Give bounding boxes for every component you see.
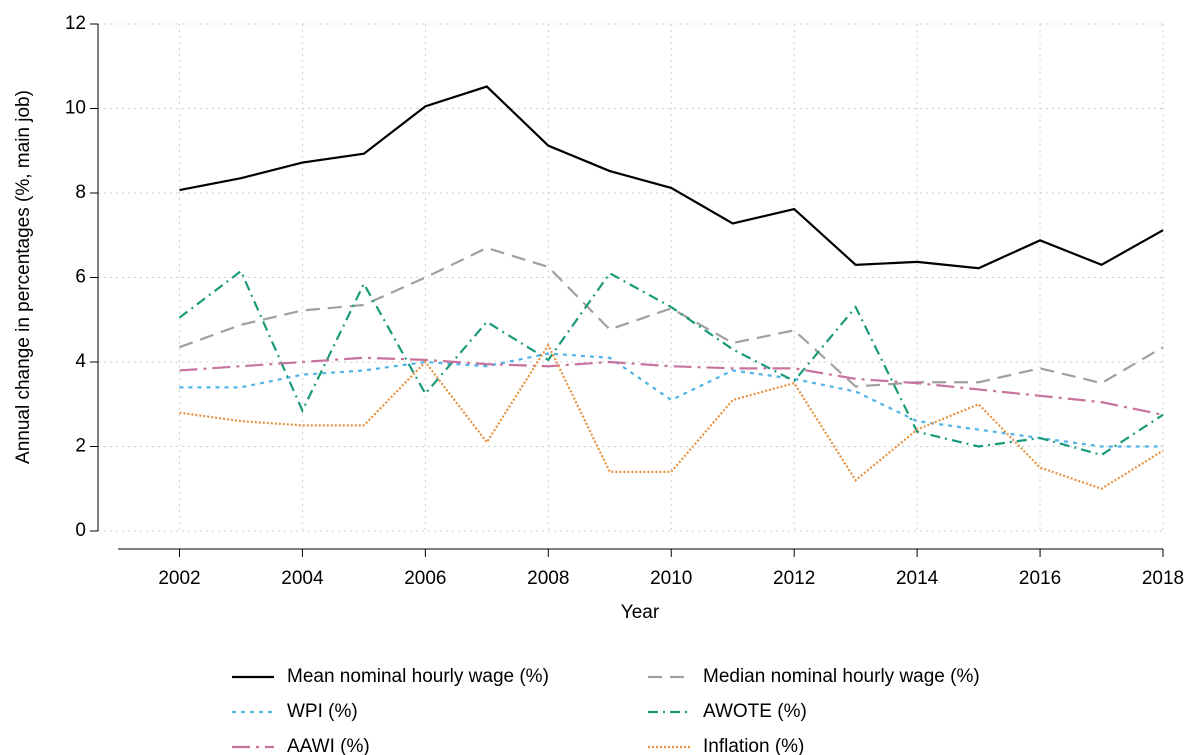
- y-axis-label: Annual change in percentages (%, main jo…: [13, 90, 34, 464]
- x-tick-label: 2002: [158, 568, 200, 589]
- x-tick-label: 2016: [1019, 568, 1061, 589]
- y-tick-label: 2: [75, 436, 86, 457]
- x-tick-label: 2018: [1142, 568, 1184, 589]
- series-line: [179, 342, 1164, 490]
- y-tick-label: 6: [75, 267, 86, 288]
- x-tick-label: 2004: [281, 568, 324, 589]
- y-tick-label: 12: [65, 13, 86, 34]
- x-tick-label: 2008: [527, 568, 569, 589]
- legend-label: Mean nominal hourly wage (%): [287, 666, 549, 687]
- legend-label: Median nominal hourly wage (%): [703, 666, 980, 687]
- series-line: [179, 85, 1164, 270]
- y-tick-label: 8: [75, 182, 86, 203]
- series-line: [179, 246, 1164, 388]
- legend-label: AAWI (%): [287, 736, 370, 755]
- x-tick-label: 2006: [404, 568, 446, 589]
- x-tick-label: 2014: [896, 568, 939, 589]
- series-line: [179, 352, 1163, 448]
- x-tick-label: 2010: [650, 568, 692, 589]
- y-tick-label: 0: [75, 520, 86, 541]
- legend-label: WPI (%): [287, 701, 358, 722]
- x-tick-label: 2012: [773, 568, 815, 589]
- y-tick-label: 10: [65, 98, 86, 119]
- x-axis-label: Year: [621, 602, 660, 623]
- series-line: [178, 269, 1164, 457]
- legend-label: AWOTE (%): [703, 701, 807, 722]
- legend-label: Inflation (%): [703, 736, 804, 755]
- y-tick-label: 4: [75, 351, 86, 372]
